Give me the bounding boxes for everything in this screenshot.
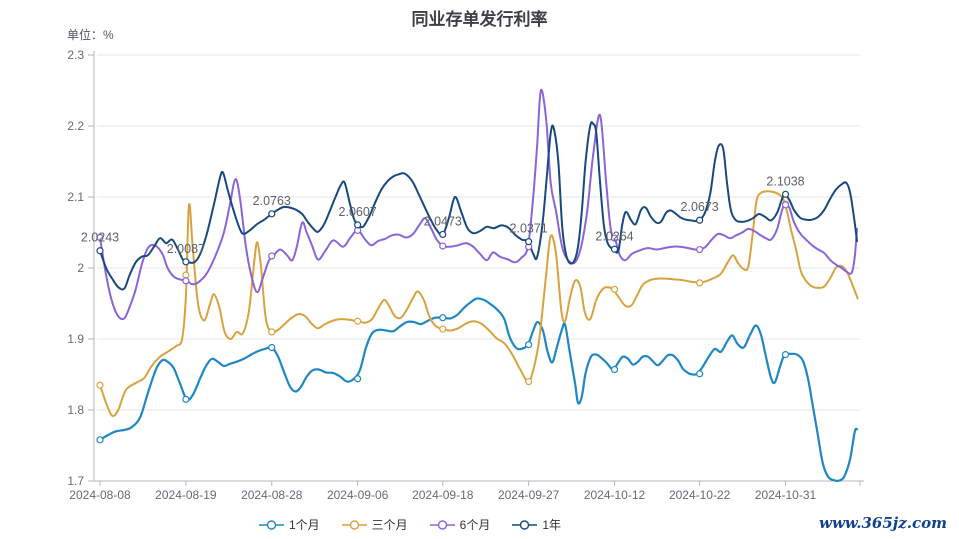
x-tick-label: 2024-09-27 — [498, 488, 560, 502]
data-point-marker[interactable] — [525, 238, 533, 246]
data-point-marker[interactable] — [610, 285, 619, 293]
data-point-marker[interactable] — [182, 277, 190, 285]
series-line-1个月 — [98, 297, 859, 482]
series-markers-1个月 — [96, 314, 790, 444]
point-value-label: 2.0607 — [339, 205, 377, 219]
chart-legend: 1个月 三个月 6个月 1年 — [0, 516, 820, 533]
point-value-label: 2.0673 — [681, 200, 719, 214]
point-value-label: 2.0371 — [510, 222, 548, 236]
data-point-marker[interactable] — [439, 230, 447, 239]
data-point-marker[interactable] — [610, 245, 619, 253]
series-line-1年 — [99, 121, 858, 291]
data-point-marker[interactable] — [696, 216, 704, 224]
legend-line-circle-icon — [512, 519, 538, 530]
axes — [88, 51, 864, 486]
point-value-label: 2.0763 — [253, 194, 291, 208]
data-point-marker[interactable] — [781, 201, 790, 209]
point-value-label: 2.0473 — [424, 214, 462, 228]
data-point-marker[interactable] — [268, 328, 276, 336]
data-point-marker[interactable] — [696, 370, 704, 378]
x-tick-label: 2024-09-06 — [327, 488, 389, 502]
data-point-marker[interactable] — [96, 247, 104, 255]
point-value-label: 2.0264 — [595, 229, 633, 243]
data-point-marker[interactable] — [781, 190, 790, 198]
data-point-marker[interactable] — [182, 258, 190, 266]
series-line-6个月 — [99, 88, 858, 321]
data-point-marker[interactable] — [268, 252, 276, 260]
legend-label: 6个月 — [459, 518, 491, 532]
data-point-marker[interactable] — [354, 375, 362, 383]
data-point-marker[interactable] — [610, 234, 619, 242]
y-tick-label: 2.2 — [67, 119, 84, 133]
y-tick-label: 2.1 — [67, 190, 84, 204]
chart-title: 同业存单发行利率 — [411, 10, 548, 29]
data-point-marker[interactable] — [96, 381, 104, 389]
x-tick-label: 2024-10-12 — [584, 488, 646, 502]
x-tick-label: 2024-10-31 — [755, 488, 817, 502]
data-point-marker[interactable] — [696, 279, 704, 287]
x-tick-label: 2024-08-19 — [155, 488, 217, 502]
point-labels: 2.0243 2.0087 2.0763 2.0607 2.0473 2.0371 2.02… — [81, 174, 805, 256]
y-tick-label: 1.9 — [67, 332, 84, 346]
series-line-三个月 — [99, 190, 859, 417]
series-markers-三个月 — [96, 200, 790, 389]
legend-item-1个月[interactable]: 1个月 — [258, 516, 320, 533]
data-point-marker[interactable] — [525, 341, 533, 349]
data-point-marker[interactable] — [96, 436, 104, 444]
legend-line-circle-icon — [258, 519, 284, 530]
y-tick-label: 2 — [77, 261, 84, 275]
x-tick-label: 2024-09-18 — [412, 488, 474, 502]
y-tick-label: 2.3 — [67, 48, 84, 62]
watermark-link[interactable]: www.365jz.com — [819, 514, 947, 532]
data-point-marker[interactable] — [610, 365, 619, 374]
data-point-marker[interactable] — [439, 314, 447, 322]
x-axis-tick-labels: 2024-08-08 2024-08-19 2024-08-28 2024-09-06… — [69, 488, 816, 502]
series-markers-1年 — [96, 190, 790, 266]
data-point-marker[interactable] — [439, 325, 447, 333]
point-value-label: 2.0243 — [81, 231, 119, 245]
legend-item-6个月[interactable]: 6个月 — [429, 516, 491, 533]
x-tick-label: 2024-10-22 — [669, 488, 731, 502]
legend-label: 1个月 — [288, 518, 320, 532]
legend-label: 三个月 — [371, 518, 408, 532]
data-point-marker[interactable] — [354, 221, 362, 229]
y-tick-label: 1.8 — [67, 403, 84, 417]
data-point-marker[interactable] — [525, 378, 533, 386]
data-point-marker[interactable] — [439, 242, 447, 250]
y-axis-unit-label: 单位：% — [67, 28, 114, 42]
x-tick-label: 2024-08-08 — [69, 488, 131, 502]
legend-item-1年[interactable]: 1年 — [512, 516, 561, 533]
legend-item-三个月[interactable]: 三个月 — [341, 516, 408, 533]
legend-line-circle-icon — [341, 519, 367, 530]
data-point-marker[interactable] — [696, 245, 704, 254]
y-gridlines — [97, 54, 860, 482]
y-axis-tick-labels: 2.3 2.2 2.1 2 1.9 1.8 1.7 — [67, 48, 84, 488]
legend-label: 1年 — [542, 518, 562, 532]
data-point-marker[interactable] — [354, 317, 362, 325]
y-tick-label: 1.7 — [67, 474, 84, 488]
series-markers-6个月 — [96, 201, 790, 285]
data-point-marker[interactable] — [781, 351, 790, 359]
point-value-label: 2.1038 — [766, 174, 804, 188]
data-point-marker[interactable] — [268, 210, 276, 218]
x-tick-label: 2024-08-28 — [241, 488, 303, 502]
point-value-label: 2.0087 — [167, 242, 205, 256]
data-point-marker[interactable] — [268, 343, 276, 352]
data-point-marker[interactable] — [96, 233, 104, 242]
legend-line-circle-icon — [429, 519, 455, 530]
data-point-marker[interactable] — [182, 395, 190, 403]
